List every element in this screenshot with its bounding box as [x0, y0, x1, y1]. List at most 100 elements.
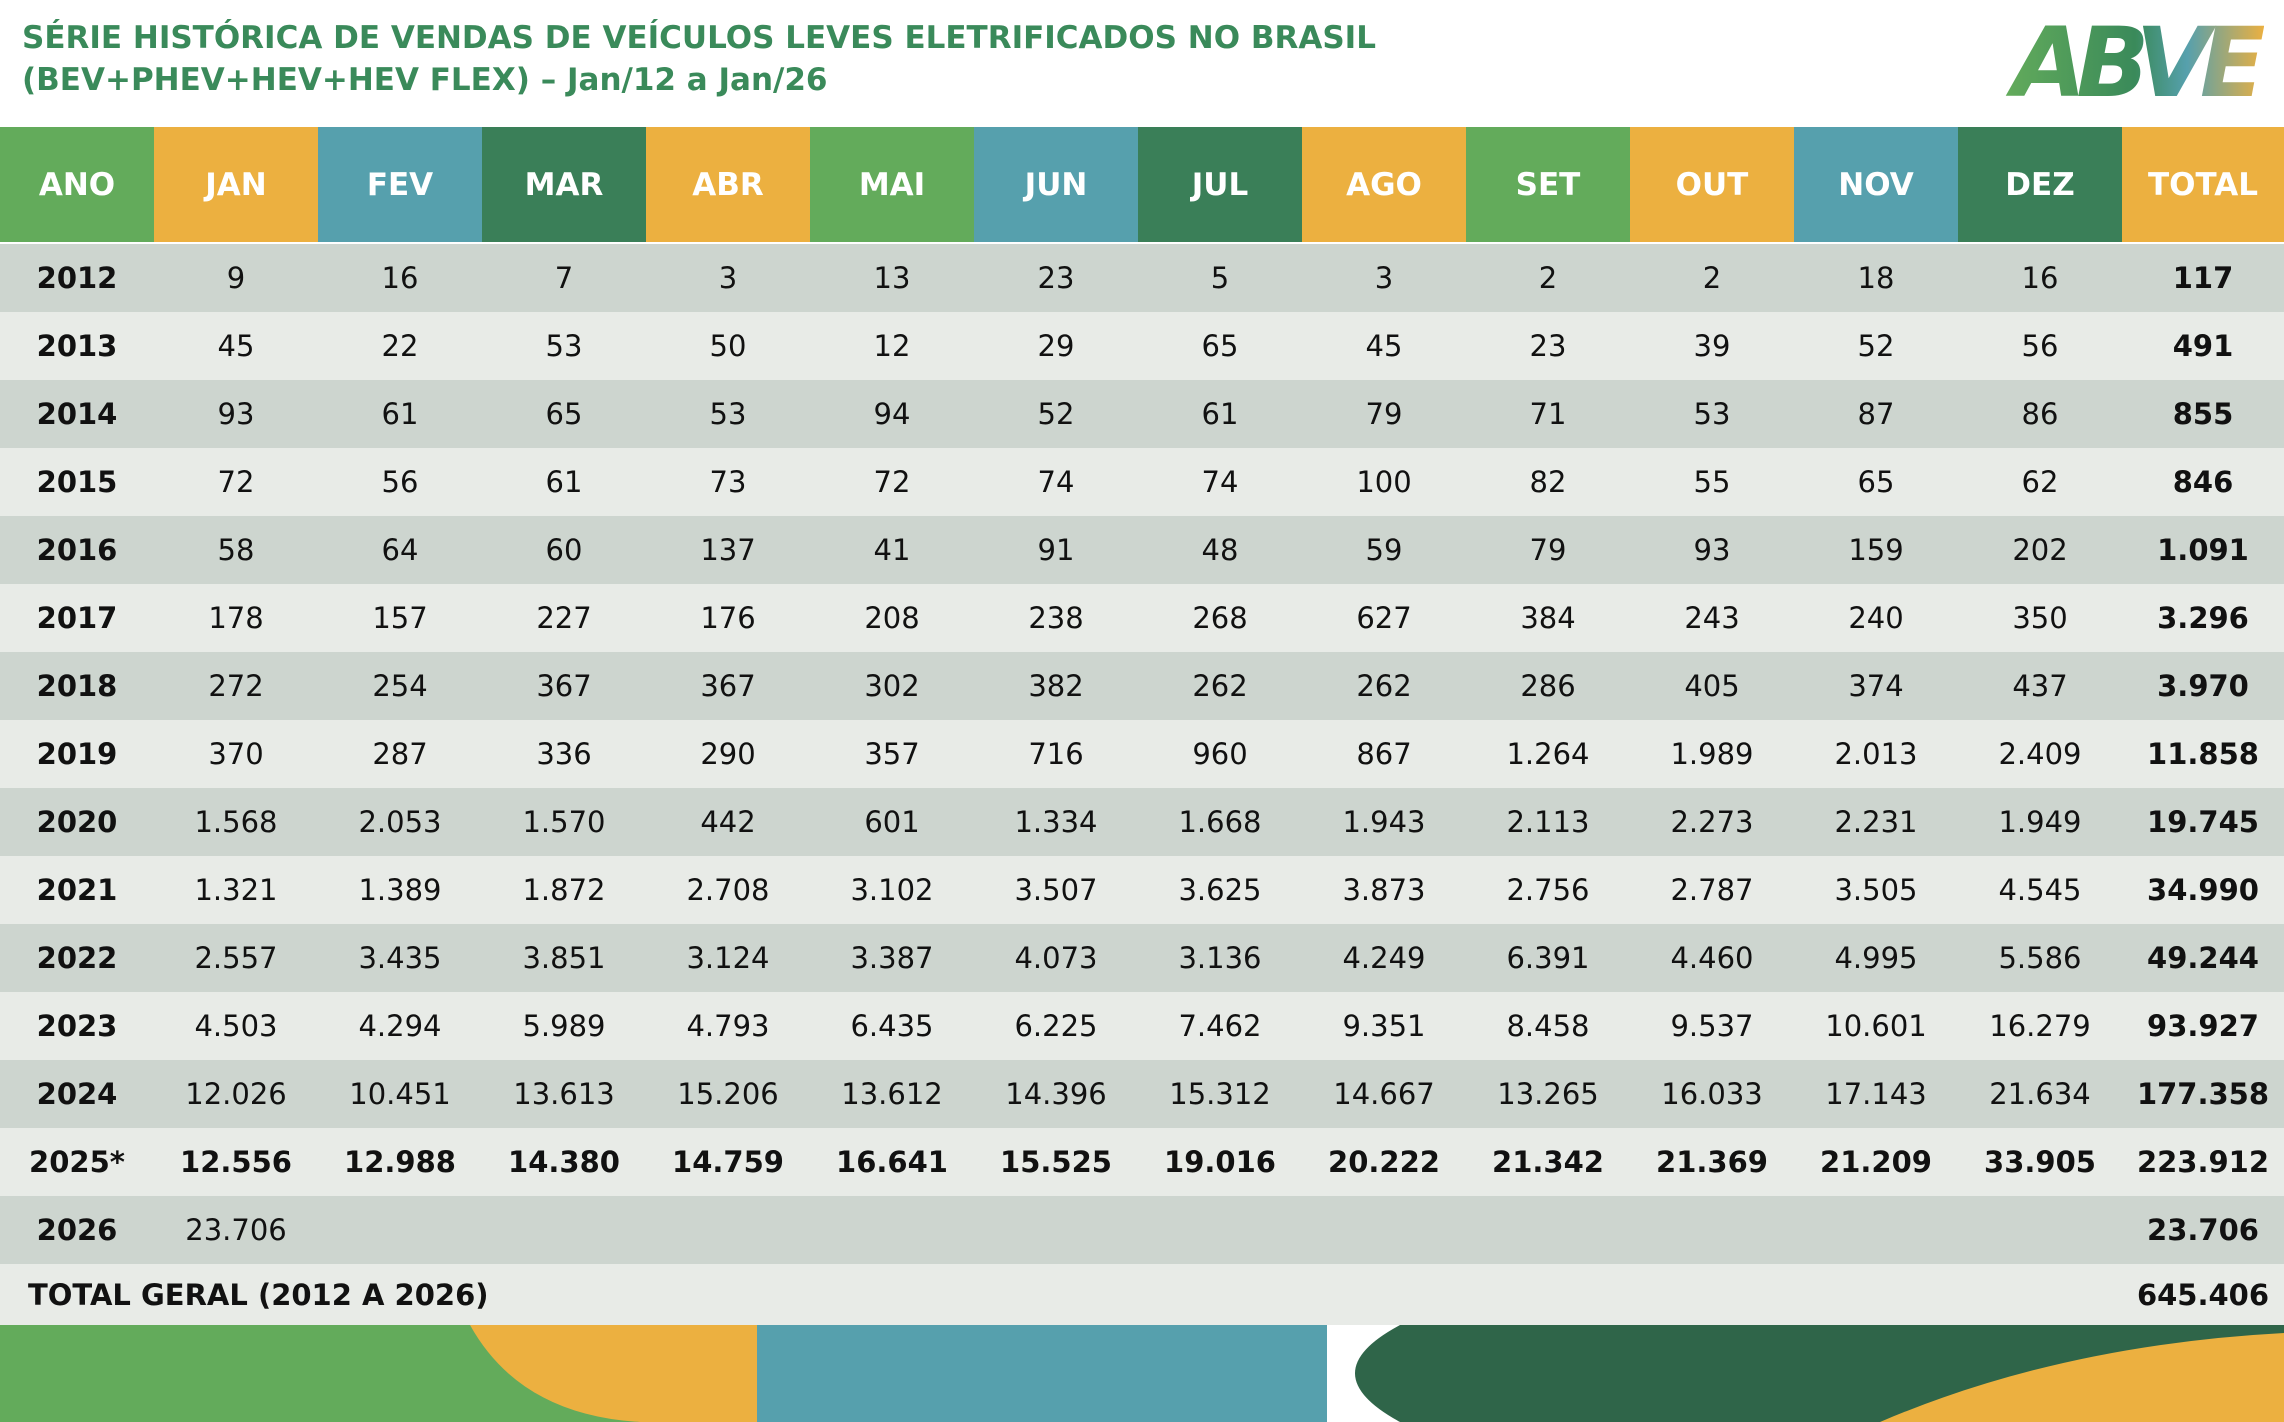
year-cell: 2015 — [36, 465, 118, 499]
month-cell: 238 — [1028, 601, 1084, 635]
year-cell: 2017 — [36, 601, 118, 635]
month-cell: 72 — [217, 465, 255, 499]
total-cell: 491 — [2172, 329, 2234, 363]
column-header: JUL — [1138, 127, 1302, 242]
month-cell: 3.136 — [1178, 941, 1262, 975]
month-cell: 45 — [217, 329, 255, 363]
row-background — [0, 1060, 2284, 1128]
month-cell: 3.124 — [686, 941, 770, 975]
logo-text: ABVE — [2005, 8, 2264, 118]
month-cell: 13.265 — [1497, 1077, 1599, 1111]
month-cell: 3 — [718, 261, 738, 295]
month-cell: 12.988 — [344, 1145, 456, 1179]
row-background — [0, 652, 2284, 720]
month-cell: 159 — [1848, 533, 1904, 567]
month-cell: 21.342 — [1492, 1145, 1604, 1179]
row-background — [0, 448, 2284, 516]
total-cell: 11.858 — [2147, 737, 2259, 771]
month-cell: 14.759 — [672, 1145, 784, 1179]
month-cell: 9.537 — [1670, 1009, 1754, 1043]
month-cell: 56 — [2021, 329, 2059, 363]
month-cell: 74 — [1037, 465, 1075, 499]
total-cell: 855 — [2172, 397, 2234, 431]
month-cell: 2 — [1538, 261, 1558, 295]
grand-total-value: 645.406 — [2136, 1277, 2270, 1312]
month-cell: 3.873 — [1342, 873, 1426, 907]
month-cell: 7.462 — [1178, 1009, 1262, 1043]
year-cell: 2026 — [36, 1213, 118, 1247]
total-cell: 3.296 — [2157, 601, 2249, 635]
row-background — [0, 516, 2284, 584]
month-cell: 370 — [208, 737, 264, 771]
month-cell: 64 — [381, 533, 419, 567]
month-cell: 4.249 — [1342, 941, 1426, 975]
month-cell: 268 — [1192, 601, 1248, 635]
month-cell: 29 — [1037, 329, 1075, 363]
month-cell: 23.706 — [185, 1213, 287, 1247]
month-cell: 39 — [1693, 329, 1731, 363]
month-cell: 61 — [545, 465, 583, 499]
month-cell: 1.989 — [1670, 737, 1754, 771]
month-cell: 208 — [864, 601, 920, 635]
month-cell: 14.667 — [1333, 1077, 1435, 1111]
month-cell: 350 — [2012, 601, 2068, 635]
month-cell: 384 — [1520, 601, 1576, 635]
month-cell: 4.545 — [1998, 873, 2082, 907]
month-cell: 58 — [217, 533, 255, 567]
month-cell: 52 — [1037, 397, 1075, 431]
month-cell: 13.612 — [841, 1077, 943, 1111]
month-cell: 202 — [2012, 533, 2068, 567]
month-cell: 2.013 — [1834, 737, 1918, 771]
month-cell: 21.209 — [1820, 1145, 1932, 1179]
month-cell: 22 — [381, 329, 419, 363]
month-cell: 627 — [1356, 601, 1412, 635]
total-cell: 34.990 — [2147, 873, 2259, 907]
month-cell: 50 — [709, 329, 747, 363]
year-cell: 2013 — [36, 329, 118, 363]
month-cell: 3.851 — [522, 941, 606, 975]
month-cell: 79 — [1365, 397, 1403, 431]
year-cell: 2012 — [36, 261, 118, 295]
month-cell: 16.641 — [836, 1145, 948, 1179]
month-cell: 16.279 — [1989, 1009, 2091, 1043]
month-cell: 1.264 — [1506, 737, 1590, 771]
month-cell: 157 — [372, 601, 428, 635]
column-header: JAN — [154, 127, 318, 242]
month-cell: 442 — [700, 805, 756, 839]
month-cell: 13 — [873, 261, 911, 295]
month-cell: 17.143 — [1825, 1077, 1927, 1111]
total-cell: 3.970 — [2157, 669, 2249, 703]
month-cell: 302 — [864, 669, 920, 703]
month-cell: 93 — [1693, 533, 1731, 567]
year-cell: 2014 — [36, 397, 118, 431]
month-cell: 3.507 — [1014, 873, 1098, 907]
month-cell: 4.073 — [1014, 941, 1098, 975]
month-cell: 100 — [1356, 465, 1412, 499]
month-cell: 9.351 — [1342, 1009, 1426, 1043]
month-cell: 3.387 — [850, 941, 934, 975]
month-cell: 10.601 — [1825, 1009, 1927, 1043]
month-cell: 79 — [1529, 533, 1567, 567]
row-background — [0, 924, 2284, 992]
month-cell: 73 — [709, 465, 747, 499]
month-cell: 15.206 — [677, 1077, 779, 1111]
column-header: FEV — [318, 127, 482, 242]
month-cell: 960 — [1192, 737, 1248, 771]
month-cell: 3.435 — [358, 941, 442, 975]
month-cell: 357 — [864, 737, 920, 771]
month-cell: 12 — [873, 329, 911, 363]
month-cell: 367 — [536, 669, 592, 703]
month-cell: 20.222 — [1328, 1145, 1440, 1179]
month-cell: 33.905 — [1984, 1145, 2096, 1179]
total-cell: 223.912 — [2136, 1145, 2270, 1179]
month-cell: 176 — [700, 601, 756, 635]
month-cell: 16.033 — [1661, 1077, 1763, 1111]
footer-decoration — [0, 1325, 2284, 1422]
month-cell: 3.505 — [1834, 873, 1918, 907]
total-cell: 93.927 — [2147, 1009, 2259, 1043]
month-cell: 14.396 — [1005, 1077, 1107, 1111]
month-cell: 4.793 — [686, 1009, 770, 1043]
month-cell: 55 — [1693, 465, 1731, 499]
month-cell: 19.016 — [1164, 1145, 1276, 1179]
month-cell: 74 — [1201, 465, 1239, 499]
